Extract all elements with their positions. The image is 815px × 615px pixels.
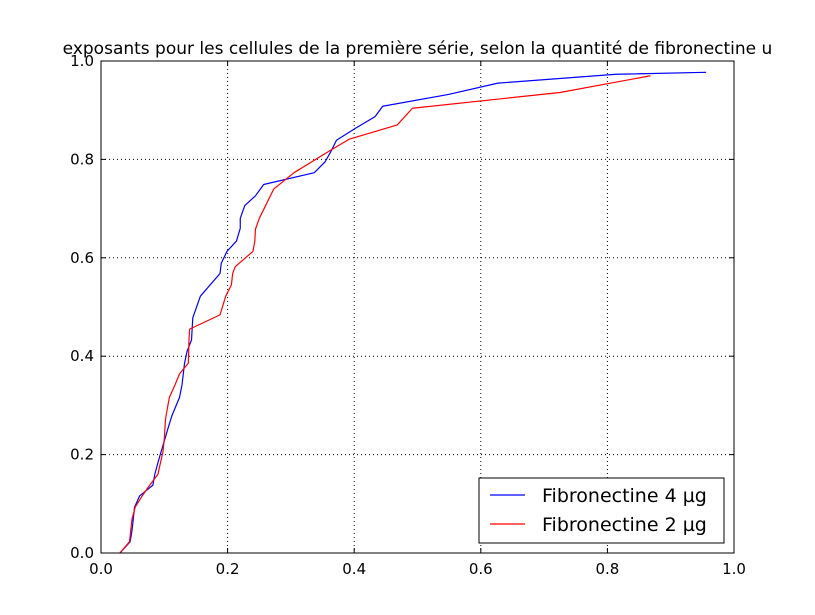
y-tick-label: 0.8: [70, 150, 94, 168]
x-tick-label: 0.8: [595, 560, 619, 578]
x-tick-label: 0.6: [469, 560, 493, 578]
legend-label-series-1: Fibronectine 4 µg: [542, 485, 707, 507]
plot-frame: [100, 60, 735, 554]
ticks: 0.0 0.2 0.4 0.6 0.8 1.0 0.0 0.2 0.4 0.6 0.8 1.0: [70, 52, 746, 578]
x-tick-label: 0.2: [216, 560, 240, 578]
y-tick-label: 1.0: [70, 52, 94, 70]
y-tick-label: 0.4: [70, 347, 94, 365]
series-line-2: [119, 75, 651, 554]
legend: Fibronectine 4 µg Fibronectine 2 µg: [478, 477, 725, 544]
x-tick-label: 0.4: [342, 560, 366, 578]
legend-label-series-2: Fibronectine 2 µg: [542, 514, 707, 536]
grid: [101, 61, 734, 553]
series-line-1: [119, 71, 707, 554]
series-layer: [119, 71, 707, 554]
x-tick-label: 0.0: [89, 560, 113, 578]
chart-title: exposants pour les cellules de la premiè…: [63, 39, 773, 59]
legend-box: [478, 477, 725, 544]
x-tick-label: 1.0: [722, 560, 746, 578]
y-tick-label: 0.2: [70, 446, 94, 464]
y-tick-label: 0.0: [70, 544, 94, 562]
y-tick-label: 0.6: [70, 249, 94, 267]
plot-background: [101, 61, 734, 553]
